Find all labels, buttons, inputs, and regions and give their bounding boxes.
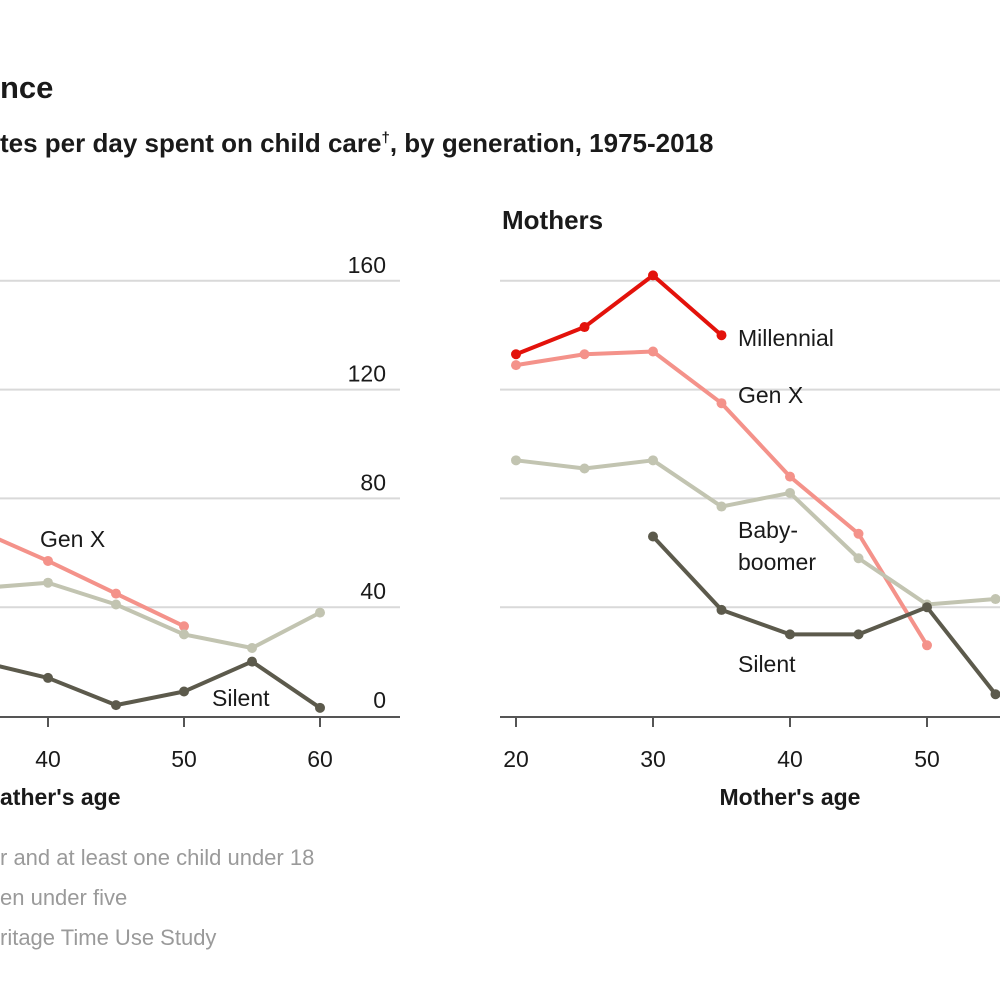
mothers-label-millennial: Millennial (738, 325, 834, 351)
fathers-series-baby-boomer-point-45 (111, 599, 121, 610)
mothers-series-silent-point-35 (716, 604, 727, 615)
mothers-x-tick-label-40: 40 (777, 746, 803, 772)
mothers-series-baby-boomer-point-45 (853, 553, 864, 564)
mothers-series-gen-x-point-30 (648, 346, 658, 357)
mothers-x-tick-label-20: 20 (503, 746, 529, 772)
subtitle-text: tes per day spent on child care (0, 128, 382, 158)
fathers-series-gen-x-point-50 (179, 621, 189, 632)
mothers-series-baby-boomer-point-35 (716, 501, 727, 512)
mothers-series-baby-boomer-point-30 (648, 455, 658, 466)
mothers-series-baby-boomer-point-20 (511, 455, 521, 466)
footnote-2: en under five (0, 885, 128, 910)
fathers-series-gen-x-point-40 (43, 555, 53, 566)
y-tick-label-40: 40 (360, 578, 386, 604)
fathers-series-baby-boomer-point-55 (247, 643, 257, 653)
fathers-series-silent-point-60 (315, 702, 325, 713)
mothers-series-silent-point-30 (648, 531, 658, 542)
mothers-series-silent-point-40 (785, 629, 795, 640)
mothers-series-silent-point-45 (853, 629, 864, 640)
mothers-series-gen-x-point-40 (785, 471, 795, 482)
mothers-label-baby: Baby- (738, 517, 798, 543)
fathers-series-silent-point-45 (111, 700, 121, 711)
mothers-series-gen-x-point-50 (922, 640, 932, 651)
mothers-series-millennial-point-35 (716, 330, 727, 341)
mothers-series-millennial-point-30 (648, 270, 658, 281)
mothers-series-baby-boomer-point-55 (990, 594, 1000, 605)
mothers-label-silent: Silent (738, 651, 796, 677)
mothers-series-gen-x-point-25 (579, 349, 590, 360)
fathers-series-silent-point-50 (179, 686, 189, 697)
y-tick-label-160: 160 (348, 252, 386, 278)
mothers-series-baby-boomer-line (514, 458, 998, 607)
mothers-series-millennial-line (514, 273, 724, 357)
fathers-series-gen-x-line (0, 537, 186, 629)
fathers-x-axis-label: ather's age (0, 784, 121, 810)
mothers-series-baby-boomer-point-40 (785, 487, 795, 498)
fathers-series-gen-x-point-45 (111, 588, 121, 599)
y-tick-label-120: 120 (348, 361, 386, 387)
fathers-series-baby-boomer-point-40 (43, 577, 53, 588)
chart-title: nce (0, 70, 54, 105)
mothers-series-gen-x-point-35 (716, 398, 727, 409)
mothers-series-silent-point-55 (990, 689, 1000, 700)
subtitle-footnote-mark: † (381, 129, 390, 147)
subtitle-tail: , by generation, 1975-2018 (389, 128, 714, 158)
mothers-series-baby-boomer-point-25 (579, 463, 590, 474)
mothers-label-boomer: boomer (738, 549, 816, 575)
fathers-x-tick-label-60: 60 (307, 746, 333, 772)
mothers-x-tick-label-30: 30 (640, 746, 666, 772)
fathers-series-baby-boomer-point-60 (315, 607, 325, 618)
fathers-x-tick-label-40: 40 (35, 746, 61, 772)
mothers-x-tick-label-50: 50 (914, 746, 940, 772)
y-tick-label-80: 80 (360, 469, 386, 495)
chart-subtitle: tes per day spent on child care†, by gen… (0, 128, 714, 159)
fathers-x-tick-label-50: 50 (171, 746, 197, 772)
mothers-label-gen-x: Gen X (738, 382, 803, 408)
fathers-label-gen-x: Gen X (40, 526, 105, 552)
fathers-series-baby-boomer-line (0, 580, 322, 650)
panel-title-mothers: Mothers (502, 205, 604, 235)
mothers-x-axis-label: Mother's age (720, 784, 861, 810)
y-tick-label-0: 0 (373, 687, 386, 713)
mothers-series-silent-point-50 (922, 602, 932, 613)
mothers-series-millennial-point-20 (511, 349, 521, 360)
footnote-1: r and at least one child under 18 (0, 845, 315, 870)
mothers-series-millennial-point-25 (579, 322, 590, 333)
fathers-series-silent-point-55 (247, 656, 257, 667)
fathers-label-silent: Silent (212, 685, 270, 711)
fathers-series-silent-line (0, 659, 322, 710)
mothers-series-gen-x-point-20 (511, 360, 521, 371)
fathers-series-silent-point-40 (43, 672, 53, 683)
footnote-3: ritage Time Use Study (0, 925, 217, 950)
fathers-series-baby-boomer-point-50 (179, 629, 189, 640)
mothers-series-silent-line (651, 534, 998, 697)
mothers-series-gen-x-point-45 (853, 528, 864, 539)
